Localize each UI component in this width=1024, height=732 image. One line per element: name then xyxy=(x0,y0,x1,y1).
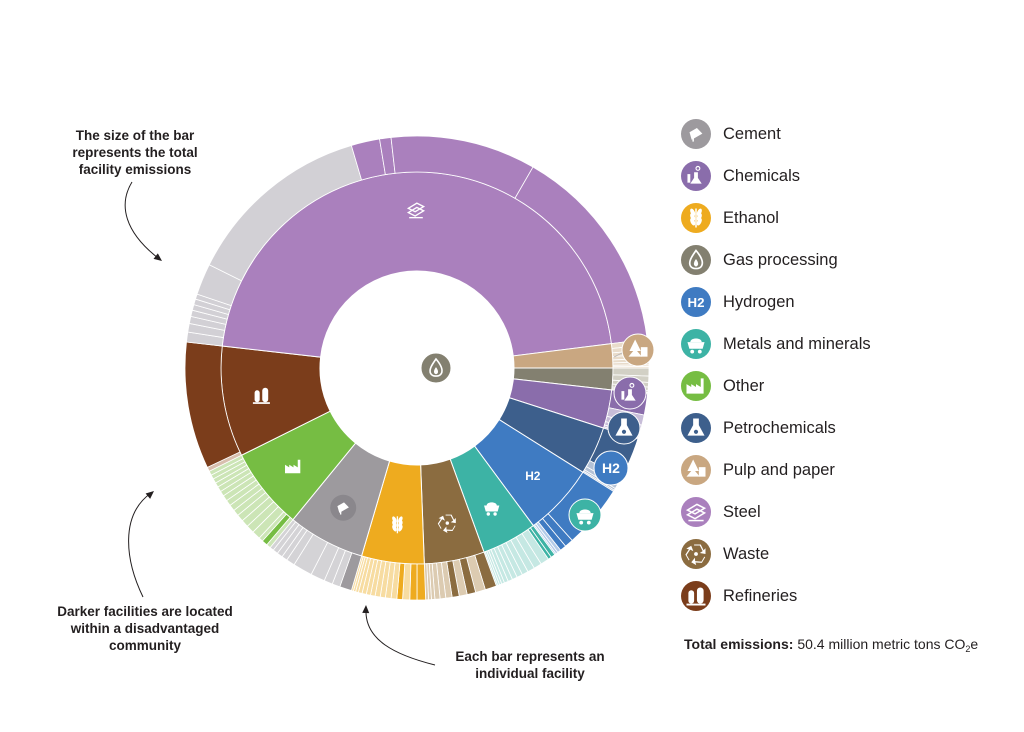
chemicals-icon xyxy=(613,376,647,410)
pulp-icon xyxy=(621,333,655,367)
legend-item-pulp-paper: Pulp and paper xyxy=(680,453,835,487)
sector-ring xyxy=(220,171,614,565)
legend-item-refineries: Refineries xyxy=(680,579,797,613)
wheat-icon xyxy=(681,203,711,233)
sunburst-chart: H2 H2 xyxy=(124,135,655,666)
legend-item-ethanol: Ethanol xyxy=(680,201,779,235)
recycle-icon xyxy=(437,514,456,534)
flame-icon xyxy=(420,352,452,384)
facility-ring xyxy=(184,135,650,601)
outside-icons: H2 xyxy=(568,333,655,532)
legend-item-gas-processing: Gas processing xyxy=(680,243,838,277)
annotation-arrows xyxy=(124,181,436,666)
annotation-bar-size: The size of the bar represents the total… xyxy=(60,127,210,178)
legend-label: Refineries xyxy=(723,586,798,605)
legend-label: Hydrogen xyxy=(723,292,795,311)
facility-bar xyxy=(416,563,427,601)
legend-label: Petrochemicals xyxy=(723,418,836,437)
svg-text:H2: H2 xyxy=(602,460,620,476)
legend-label: Steel xyxy=(723,502,761,521)
total-emissions-label: Total emissions: xyxy=(684,636,794,652)
total-emissions: Total emissions: 50.4 million metric ton… xyxy=(684,636,978,654)
legend-label: Chemicals xyxy=(723,166,801,185)
recycle-icon xyxy=(681,539,711,569)
annotation-line: individual facility xyxy=(475,666,585,681)
legend-label: Cement xyxy=(723,124,781,143)
annotation-line: community xyxy=(108,638,181,653)
legend-label: Other xyxy=(723,376,765,395)
hydrogen-icon: H2 xyxy=(525,469,541,483)
factory-icon xyxy=(681,371,711,401)
metals-icon xyxy=(568,498,602,532)
annotation-line: The size of the bar xyxy=(75,128,195,143)
hydrogen-icon: H2 xyxy=(681,287,711,317)
factory-icon xyxy=(285,459,301,474)
metals-icon xyxy=(681,329,711,359)
legend-label: Gas processing xyxy=(723,250,838,269)
annotation-each-bar: Each bar represents an individual facili… xyxy=(440,648,620,682)
svg-text:H2: H2 xyxy=(525,469,541,483)
legend-item-other: Other xyxy=(680,369,764,403)
steel-icon xyxy=(406,202,426,219)
legend-item-cement: Cement xyxy=(680,117,781,151)
legend-item-metals: Metals and minerals xyxy=(680,327,871,361)
pulp-icon xyxy=(681,455,711,485)
total-emissions-subscript: 2 xyxy=(965,644,971,654)
legend-item-steel: Steel xyxy=(680,495,761,529)
annotation-line: facility emissions xyxy=(78,162,192,177)
chemicals-icon xyxy=(681,161,711,191)
annotation-line: Each bar represents an xyxy=(455,649,605,664)
legend-label: Ethanol xyxy=(723,208,779,227)
wheat-icon xyxy=(392,516,403,534)
metals-icon xyxy=(484,502,500,516)
cement-icon xyxy=(681,119,711,149)
flame-icon xyxy=(681,245,711,275)
legend-label: Metals and minerals xyxy=(723,334,871,353)
svg-text:H2: H2 xyxy=(688,295,705,310)
annotation-line: represents the total xyxy=(72,145,198,160)
refinery-icon xyxy=(681,581,711,611)
legend-item-hydrogen: H2 Hydrogen xyxy=(680,285,795,319)
facility-bar xyxy=(612,366,650,369)
sector-icons: H2 xyxy=(252,202,541,534)
flask-icon xyxy=(681,413,711,443)
legend-item-waste: Waste xyxy=(680,537,769,571)
total-emissions-suffix: e xyxy=(970,636,979,652)
legend-item-chemicals: Chemicals xyxy=(680,159,800,193)
flask-icon xyxy=(607,411,641,445)
refinery-icon xyxy=(252,387,270,404)
total-emissions-value: 50.4 million metric tons CO xyxy=(797,636,966,652)
annotation-line: Darker facilities are located xyxy=(57,604,233,619)
hydrogen-icon: H2 xyxy=(593,450,629,486)
annotation-line: within a disadvantaged xyxy=(70,621,220,636)
annotation-darker-facilities: Darker facilities are located within a d… xyxy=(40,603,250,654)
steel-icon xyxy=(681,497,711,527)
cement-icon xyxy=(330,494,357,521)
legend-label: Waste xyxy=(723,544,770,563)
legend-label: Pulp and paper xyxy=(723,460,835,479)
legend-item-petrochemicals: Petrochemicals xyxy=(680,411,836,445)
